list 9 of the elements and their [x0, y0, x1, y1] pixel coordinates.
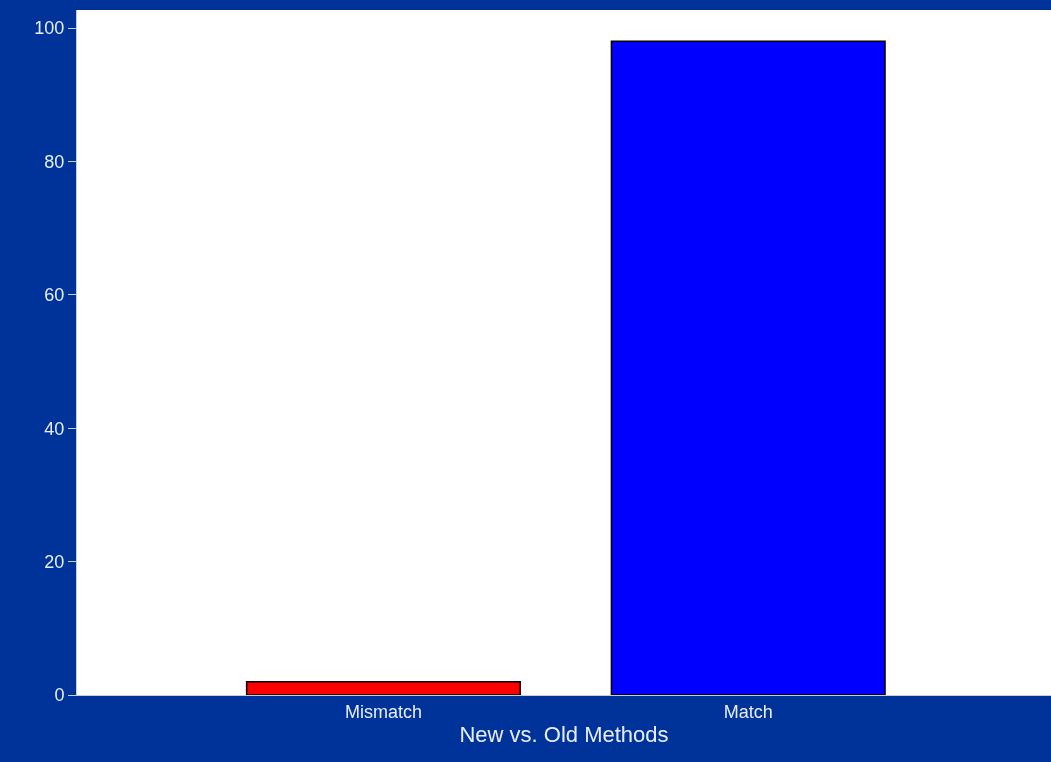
y-tick-label: 100: [34, 18, 65, 39]
y-tick-label: 80: [44, 151, 65, 172]
x-tick-label: Mismatch: [344, 701, 422, 722]
y-tick-label: 0: [54, 685, 65, 706]
x-axis-title: New vs. Old Methods: [459, 722, 669, 748]
y-tick-label: 60: [44, 285, 65, 306]
y-tick-label: 40: [44, 418, 65, 439]
y-tick-label: 20: [44, 551, 65, 572]
x-tick-label: Match: [723, 701, 773, 722]
